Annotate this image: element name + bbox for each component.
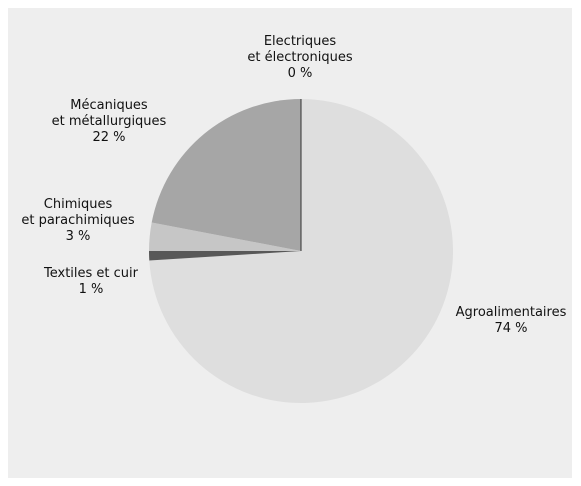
label-agro-value: 74 % [494, 321, 528, 336]
label-electriques-line1: Electriques [263, 34, 337, 49]
label-mecaniques: Mécaniques et métallurgiques 22 % [48, 98, 170, 146]
label-electriques-value: 0 % [287, 66, 313, 81]
label-mecaniques-value: 22 % [92, 130, 126, 145]
label-mecaniques-line1: Mécaniques [70, 98, 148, 113]
label-chimiques-line1: Chimiques [43, 197, 113, 212]
label-chimiques: Chimiques et parachimiques 3 % [18, 197, 138, 245]
label-mecaniques-line2: et métallurgiques [51, 114, 167, 129]
label-electriques-line2: et électroniques [247, 50, 353, 65]
label-electriques: Electriques et électroniques 0 % [244, 34, 356, 82]
pie-slice-3 [149, 222, 301, 251]
label-textiles-value: 1 % [78, 282, 104, 297]
pie-slice-2 [149, 251, 301, 261]
label-textiles: Textiles et cuir 1 % [36, 266, 146, 298]
label-chimiques-line2: et parachimiques [21, 213, 135, 228]
label-chimiques-value: 3 % [65, 229, 91, 244]
pie-slice-4 [151, 98, 301, 252]
label-textiles-line1: Textiles et cuir [44, 266, 138, 281]
label-agro: Agroalimentaires 74 % [450, 305, 572, 337]
label-agro-line1: Agroalimentaires [455, 305, 567, 320]
